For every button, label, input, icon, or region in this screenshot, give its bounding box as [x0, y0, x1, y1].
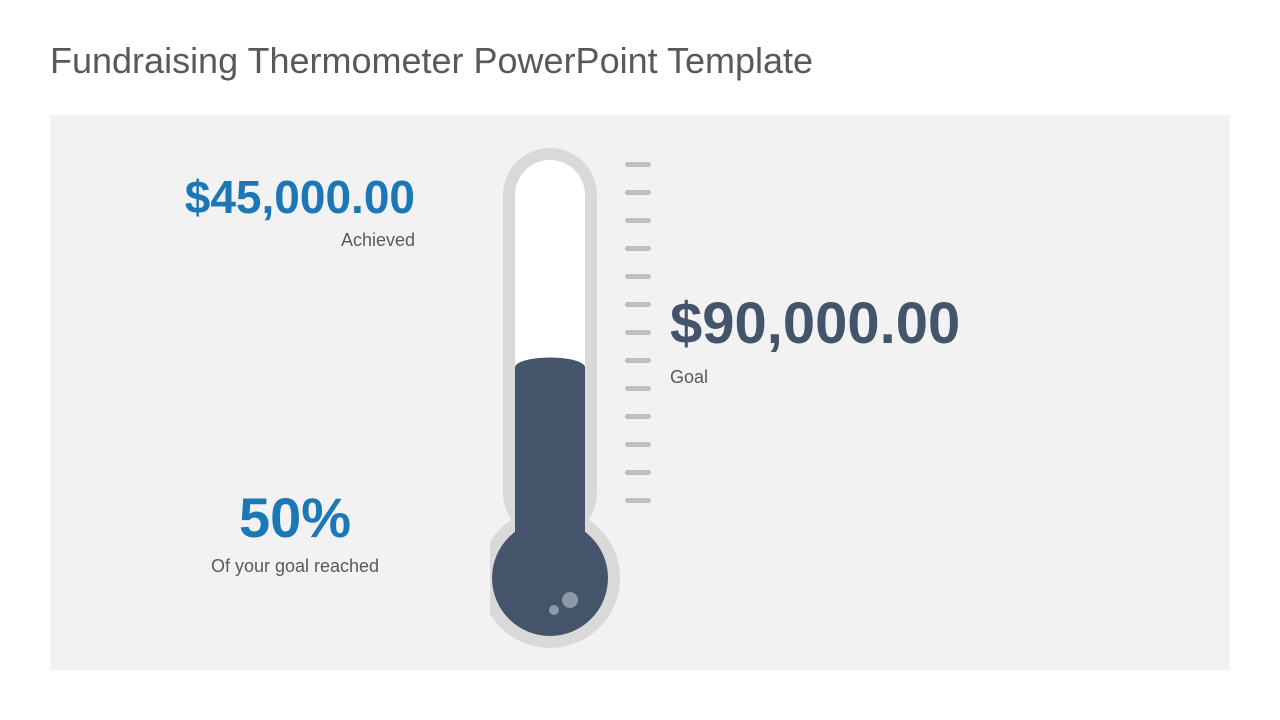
thermometer: [490, 140, 670, 660]
achieved-block: $45,000.00 Achieved: [115, 170, 415, 251]
tick: [625, 274, 651, 279]
thermometer-ticks: [625, 162, 651, 526]
percent-value: 50%: [165, 485, 425, 550]
percent-block: 50% Of your goal reached: [165, 485, 425, 577]
tick: [625, 330, 651, 335]
achieved-amount: $45,000.00: [115, 170, 415, 224]
tick: [625, 470, 651, 475]
tick: [625, 190, 651, 195]
goal-label: Goal: [670, 367, 960, 388]
tick: [625, 246, 651, 251]
percent-label: Of your goal reached: [165, 556, 425, 577]
tick: [625, 442, 651, 447]
tick: [625, 302, 651, 307]
tick: [625, 358, 651, 363]
page-title: Fundraising Thermometer PowerPoint Templ…: [50, 40, 813, 82]
achieved-label: Achieved: [115, 230, 415, 251]
tick: [625, 414, 651, 419]
goal-block: $90,000.00 Goal: [670, 290, 960, 388]
tick: [625, 498, 651, 503]
goal-amount: $90,000.00: [670, 290, 960, 357]
tick: [625, 218, 651, 223]
content-panel: $45,000.00 Achieved 50% Of your goal rea…: [50, 115, 1230, 670]
page: Fundraising Thermometer PowerPoint Templ…: [0, 0, 1280, 720]
tick: [625, 162, 651, 167]
tick: [625, 386, 651, 391]
